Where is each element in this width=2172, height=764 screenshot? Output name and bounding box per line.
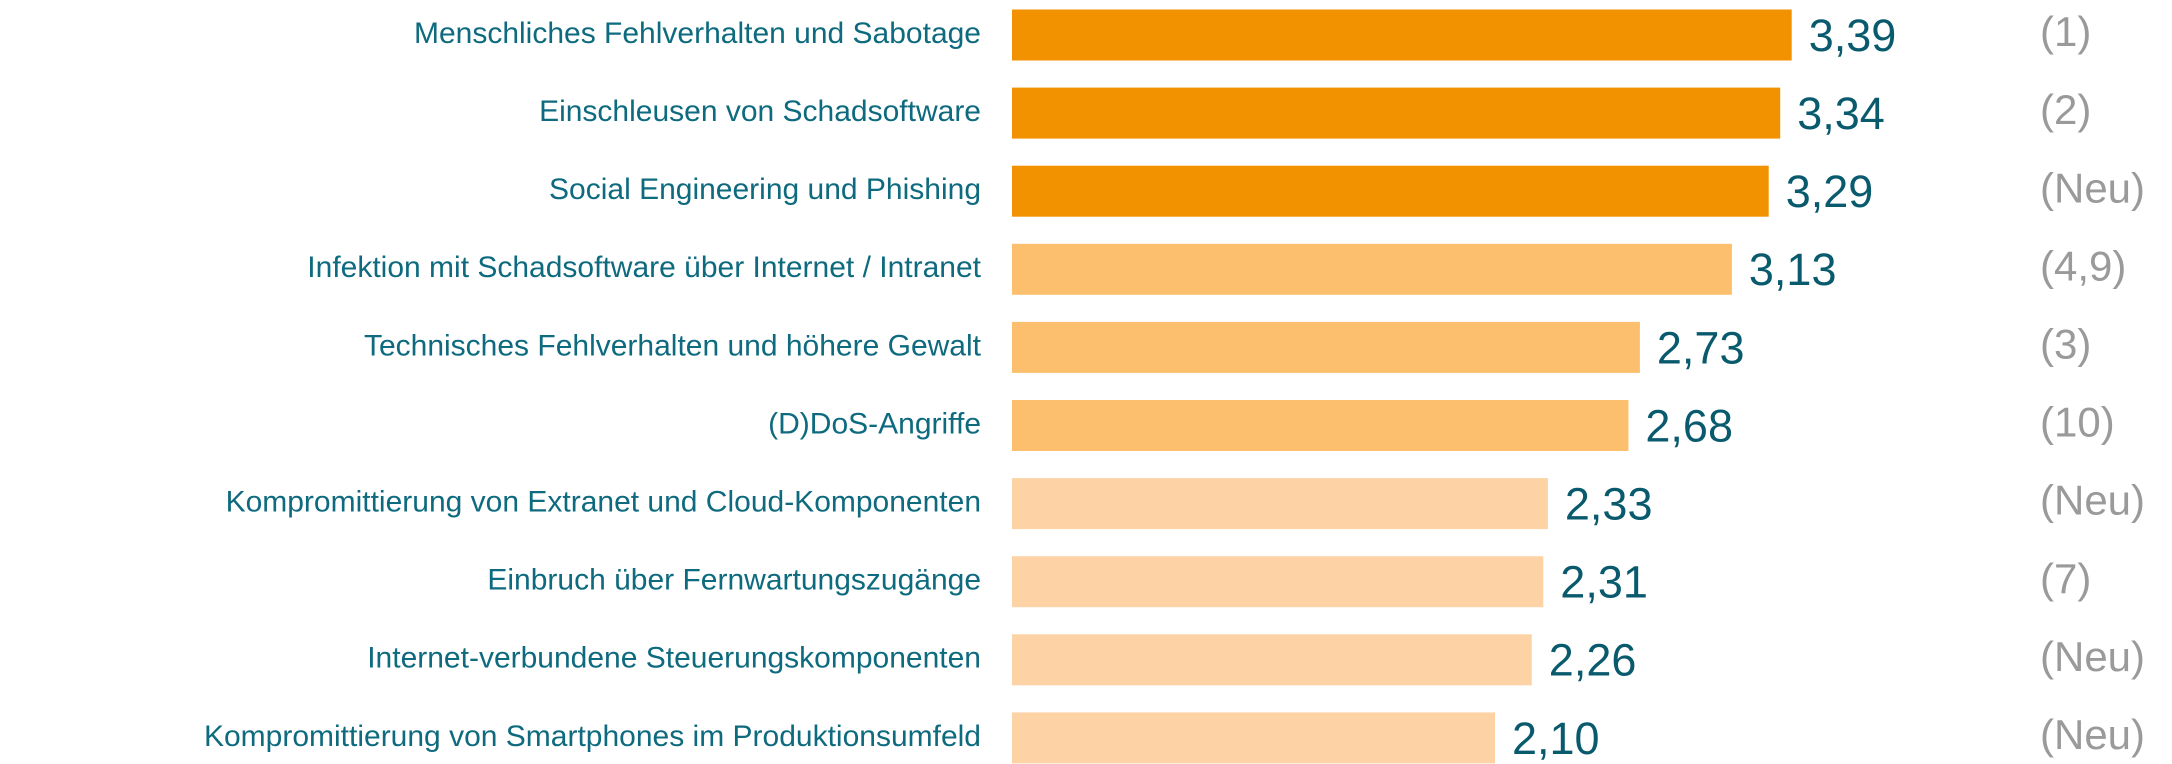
value-label: 3,13 bbox=[1749, 244, 1837, 295]
category-label: Technisches Fehlverhalten und höhere Gew… bbox=[364, 329, 982, 362]
category-label: Infektion mit Schadsoftware über Interne… bbox=[307, 251, 981, 284]
previous-rank: (10) bbox=[2040, 399, 2115, 446]
previous-rank: (1) bbox=[2040, 8, 2091, 55]
value-label: 2,26 bbox=[1549, 635, 1637, 686]
value-label: 2,73 bbox=[1657, 322, 1745, 373]
previous-rank: (Neu) bbox=[2040, 711, 2145, 758]
previous-rank: (Neu) bbox=[2040, 164, 2145, 211]
category-label: Kompromittierung von Smartphones im Prod… bbox=[204, 720, 981, 753]
bar bbox=[1012, 556, 1544, 608]
category-label: Einschleusen von Schadsoftware bbox=[539, 95, 981, 128]
category-label: Social Engineering und Phishing bbox=[549, 173, 981, 206]
value-label: 2,33 bbox=[1565, 478, 1653, 529]
value-label: 3,39 bbox=[1809, 10, 1897, 61]
category-label: Kompromittierung von Extranet und Cloud-… bbox=[226, 486, 981, 519]
previous-rank: (2) bbox=[2040, 86, 2091, 133]
previous-rank: (Neu) bbox=[2040, 477, 2145, 524]
value-label: 2,68 bbox=[1645, 400, 1733, 451]
category-label: Internet-verbundene Steuerungskomponente… bbox=[367, 642, 981, 675]
previous-rank: (7) bbox=[2040, 555, 2091, 602]
value-label: 3,34 bbox=[1797, 88, 1885, 139]
previous-rank: (Neu) bbox=[2040, 633, 2145, 680]
category-label: (D)DoS-Angriffe bbox=[768, 407, 981, 440]
bar bbox=[1012, 165, 1769, 217]
bar bbox=[1012, 400, 1629, 451]
bar bbox=[1012, 712, 1495, 764]
bar bbox=[1012, 634, 1532, 686]
bar bbox=[1012, 478, 1548, 530]
value-label: 3,29 bbox=[1786, 166, 1874, 217]
bar bbox=[1012, 243, 1732, 295]
value-label: 2,31 bbox=[1560, 557, 1648, 608]
bar bbox=[1012, 9, 1792, 61]
category-label: Einbruch über Fernwartungszugänge bbox=[487, 564, 981, 597]
previous-rank: (4,9) bbox=[2040, 242, 2126, 289]
category-label: Menschliches Fehlverhalten und Sabotage bbox=[414, 17, 981, 50]
previous-rank: (3) bbox=[2040, 320, 2091, 367]
bar bbox=[1012, 321, 1640, 373]
bar bbox=[1012, 87, 1781, 139]
value-label: 2,10 bbox=[1512, 713, 1600, 764]
